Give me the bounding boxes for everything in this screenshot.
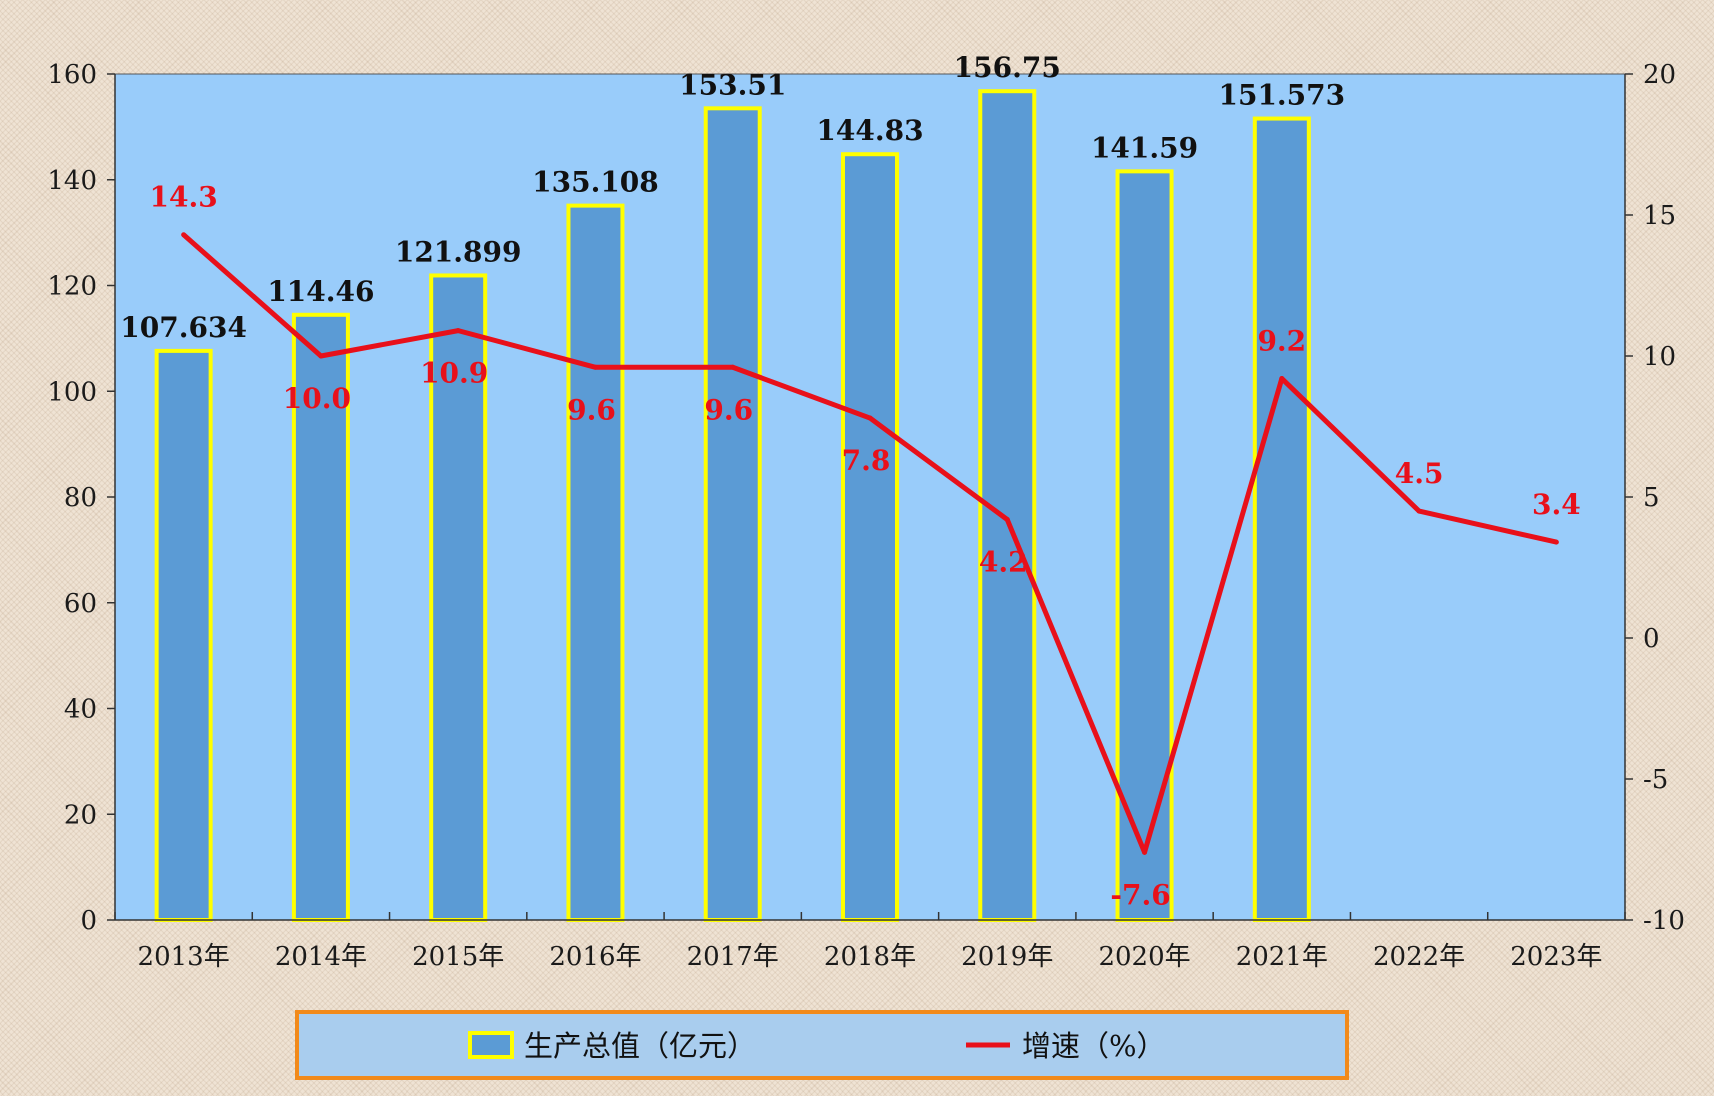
line-point (730, 364, 736, 370)
bar (841, 152, 899, 923)
bar (978, 89, 1037, 922)
line-point (867, 415, 873, 421)
line-data-label: 10.0 (283, 382, 351, 415)
line-data-label: 9.2 (1257, 325, 1306, 358)
bar (154, 348, 213, 922)
y-left-tick-label: 120 (47, 272, 97, 302)
line-point (1553, 539, 1559, 545)
line-data-label: 9.6 (704, 393, 753, 426)
x-tick-label: 2017年 (687, 942, 779, 972)
x-tick-label: 2018年 (824, 942, 916, 972)
x-tick-label: 2013年 (138, 942, 230, 972)
bar-data-label: 151.573 (1218, 79, 1345, 112)
line-point (1416, 508, 1422, 514)
x-tick-label: 2022年 (1373, 942, 1465, 972)
line-point (592, 364, 598, 370)
y-left-tick-label: 20 (64, 800, 97, 830)
line-data-label: 4.5 (1395, 457, 1444, 490)
line-data-label: 7.8 (842, 444, 891, 477)
line-data-label: 9.6 (567, 393, 616, 426)
legend-box (295, 1010, 1349, 1080)
bar-data-label: 121.899 (395, 235, 522, 268)
bar-data-label: 156.75 (954, 51, 1061, 84)
y-right-tick-label: 5 (1643, 483, 1660, 513)
bar (1252, 116, 1311, 923)
y-right-tick-label: 15 (1643, 201, 1676, 231)
y-left-tick-label: 100 (47, 377, 97, 407)
bar-data-label: 144.83 (816, 114, 923, 147)
line-point (181, 232, 187, 238)
line-series: 14.3 10.0 10.9 9.6 9.6 7.8 4.2 -7.6 9.2 4.5 3.4 (150, 181, 1581, 912)
y-right-tick-label: 0 (1643, 624, 1660, 654)
legend-bar-label: 生产总值（亿元） (524, 1029, 756, 1063)
line-data-label: 10.9 (420, 357, 488, 390)
x-tick-label: 2020年 (1098, 942, 1190, 972)
bar-data-label: 153.51 (679, 68, 786, 101)
y-left-tick-label: 0 (80, 906, 97, 936)
x-tick-label: 2021年 (1236, 942, 1328, 972)
line-point (1279, 376, 1285, 382)
bar (291, 312, 350, 923)
bar (703, 106, 762, 923)
line-point (1004, 517, 1010, 523)
bar-data-label: 107.634 (120, 311, 247, 344)
legend-line-label: 增速（%） (1022, 1029, 1166, 1063)
line-data-label: 3.4 (1532, 488, 1581, 521)
x-tick-label: 2015年 (412, 942, 504, 972)
bar (566, 203, 625, 922)
legend: 生产总值（亿元） 增速（%） (295, 1010, 1349, 1080)
x-tick-label: 2016年 (549, 942, 641, 972)
y-left-tick-label: 160 (47, 60, 97, 90)
line-point (1142, 849, 1148, 855)
y-left-tick-label: 80 (64, 483, 97, 513)
y-left-tick-label: 140 (47, 166, 97, 196)
y-left-tick-label: 40 (64, 695, 97, 725)
bar-data-label: 141.59 (1091, 131, 1198, 164)
line-data-label: 14.3 (150, 181, 218, 214)
y-right-tick-label: 20 (1643, 60, 1676, 90)
x-tick-label: 2023年 (1510, 942, 1602, 972)
y-left-tick-label: 60 (64, 589, 97, 619)
line-data-label: -7.6 (1110, 878, 1170, 911)
x-tick-label: 2019年 (961, 942, 1053, 972)
line-point (318, 353, 324, 359)
line-data-label: 4.2 (979, 546, 1028, 579)
axes: 0 20 40 60 80 100 120 140 160 -10 -5 0 5 10 15 20 2013年 2… (47, 60, 1685, 972)
y-right-tick-label: 10 (1643, 342, 1676, 372)
bar-data-label: 114.46 (267, 275, 374, 308)
line-point (455, 328, 461, 334)
y-right-tick-label: -5 (1643, 765, 1668, 795)
legend-bar-swatch (468, 1031, 514, 1059)
y-right-tick-label: -10 (1643, 906, 1685, 936)
x-tick-label: 2014年 (275, 942, 367, 972)
bar-data-label: 135.108 (532, 166, 659, 199)
